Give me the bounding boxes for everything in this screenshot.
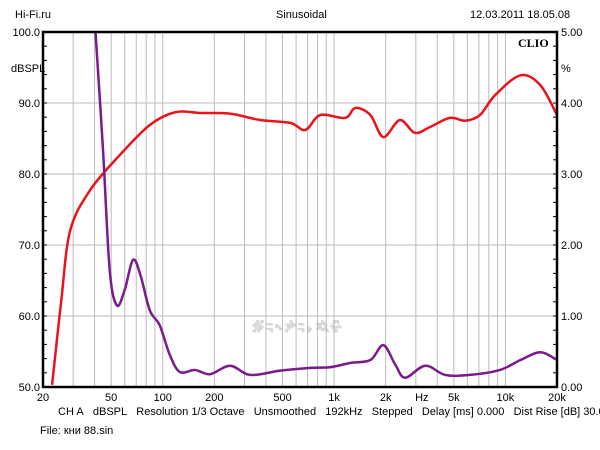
x-tick-label: 2k: [380, 392, 392, 404]
y-tick-label: 90.0: [19, 98, 40, 110]
header-site: Hi-Fi.ru: [15, 9, 52, 21]
y2-tick-label: 5.00: [561, 27, 582, 39]
header-title: Sinusoidal: [276, 9, 327, 21]
clio-brand: CLIO: [518, 36, 549, 50]
y2-tick-label: 0.00: [561, 382, 582, 394]
footer-unit: dBSPL: [92, 406, 128, 418]
x-tick-label: 500: [273, 392, 291, 404]
x-tick-label: 20k: [548, 392, 566, 404]
x-tick-label: 10k: [497, 392, 515, 404]
x-tick-label: 200: [205, 392, 223, 404]
x-axis-label: Hz: [415, 392, 428, 404]
watermark: HI-FI.RU: [254, 321, 345, 333]
footer-smoothing: Unsmoothed: [253, 406, 317, 418]
y2-tick-label: 1.00: [561, 311, 582, 323]
y-tick-label: 70.0: [19, 240, 40, 252]
footer-dist-rise: Dist Rise [dB] 30.00: [513, 406, 600, 418]
y2-tick-label: 2.00: [561, 240, 582, 252]
y-tick-label: 100.0: [12, 27, 40, 39]
y-axis-label: dBSPL: [11, 63, 46, 75]
footer-samplerate: 192kHz: [325, 406, 363, 418]
plot-frame: [41, 30, 559, 389]
footer-mode: Stepped: [371, 406, 413, 418]
x-tick-label: 20: [37, 392, 49, 404]
y2-tick-label: 4.00: [561, 98, 582, 110]
thd-curve: [94, 32, 557, 380]
y-tick-label: 50.0: [19, 382, 40, 394]
footer-channel: CH A: [58, 406, 84, 418]
x-tick-label: 1k: [328, 392, 340, 404]
y2-axis-label: %: [561, 63, 571, 75]
y-tick-label: 80.0: [19, 169, 40, 181]
footer-resolution: Resolution 1/3 Octave: [136, 406, 245, 418]
spl-curve: [50, 73, 557, 386]
y2-tick-label: 3.00: [561, 169, 582, 181]
header-datetime: 12.03.2011 18.05.08: [470, 9, 571, 21]
footer-delay: Delay [ms] 0.000: [421, 406, 505, 418]
x-tick-label: 5k: [448, 392, 460, 404]
y-tick-label: 60.0: [19, 311, 40, 323]
footer-file: File: кни 88.sin: [40, 425, 114, 437]
x-tick-label: 50: [105, 392, 117, 404]
x-tick-label: 100: [154, 392, 172, 404]
footer-info: CH A dBSPL Resolution 1/3 Octave Unsmoot…: [58, 406, 600, 418]
